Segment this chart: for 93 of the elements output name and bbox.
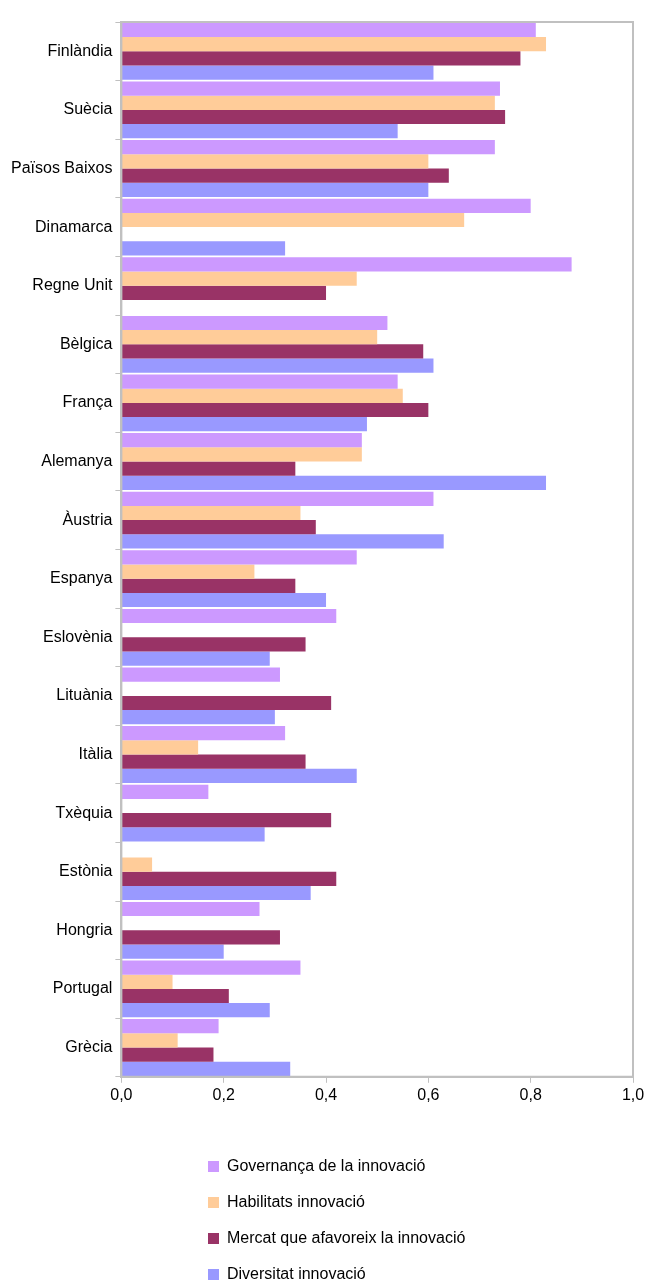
bar [121, 374, 398, 389]
bar [121, 447, 362, 462]
bar [121, 198, 531, 213]
bar [121, 140, 495, 155]
bar [121, 285, 327, 300]
y-tick-label: Itàlia [78, 744, 113, 762]
bar [121, 550, 357, 565]
bar [121, 754, 306, 769]
bar [121, 81, 500, 96]
legend-label: Governança de la innovació [227, 1157, 426, 1175]
bar [121, 871, 337, 886]
legend-label: Diversitat innovació [227, 1265, 366, 1283]
bar [121, 857, 153, 872]
bar [121, 1019, 219, 1034]
y-tick-label: França [62, 393, 113, 411]
bar [121, 930, 280, 945]
bar [121, 974, 173, 989]
bar [121, 1003, 270, 1018]
y-tick-label: Eslovènia [43, 627, 113, 645]
bar [121, 257, 572, 272]
y-tick-label: Alemanya [41, 451, 113, 469]
bar [121, 109, 506, 125]
bar [121, 784, 209, 799]
y-tick-label: Bèlgica [59, 334, 113, 352]
bar [121, 491, 434, 506]
bar [121, 1033, 178, 1048]
bar [121, 768, 357, 783]
y-tick-label: Finlàndia [47, 41, 113, 59]
legend-label: Mercat que afavoreix la innovació [227, 1229, 466, 1247]
bar [121, 65, 434, 80]
bar [121, 944, 224, 959]
bar [121, 740, 199, 755]
bar [121, 433, 362, 448]
bar [121, 461, 296, 476]
bar [121, 520, 316, 535]
x-tick-label: 0,0 [110, 1085, 133, 1103]
y-tick-label: Regne Unit [32, 276, 113, 294]
bar [121, 651, 270, 666]
bar [121, 901, 260, 917]
bar [121, 212, 465, 228]
bar [121, 960, 301, 975]
x-tick-label: 0,6 [417, 1085, 440, 1103]
x-tick-label: 0,2 [212, 1085, 235, 1103]
y-tick-label: Lituània [56, 686, 113, 704]
y-tick-label: Espanya [50, 569, 113, 587]
bar [121, 813, 332, 828]
bar [121, 417, 367, 432]
bar [121, 37, 547, 52]
bar [121, 1061, 291, 1076]
bar [121, 344, 424, 359]
bar [121, 564, 255, 579]
bar [121, 885, 311, 901]
bar [121, 988, 229, 1004]
bar [121, 22, 536, 38]
bar [121, 124, 398, 139]
bar [121, 505, 301, 521]
y-tick-label: Hongria [56, 920, 113, 938]
bar [121, 402, 429, 418]
y-tick-label: Portugal [52, 979, 113, 997]
y-tick-label: Dinamarca [35, 217, 113, 235]
bar [121, 95, 495, 110]
y-tick-label: Suècia [63, 100, 113, 118]
bar [121, 154, 429, 169]
bar [121, 637, 306, 652]
bar [121, 578, 296, 593]
bar [121, 51, 521, 66]
bar [121, 726, 286, 741]
bar [121, 534, 444, 549]
bar [121, 182, 429, 197]
bar [121, 592, 327, 608]
legend-label: Habilitats innovació [227, 1193, 365, 1211]
y-tick-label: Grècia [65, 1037, 113, 1055]
bar [121, 475, 547, 490]
bar [121, 1047, 214, 1062]
bar [121, 241, 286, 256]
bar [121, 827, 265, 842]
bar [121, 608, 337, 624]
bar [121, 388, 403, 403]
y-tick-label: Països Baixos [10, 158, 113, 176]
x-tick-label: 0,8 [519, 1085, 542, 1103]
bar [121, 358, 434, 373]
x-tick-label: 0,4 [314, 1085, 338, 1103]
bar [121, 695, 332, 711]
bar [121, 168, 449, 183]
bar [121, 315, 388, 331]
bar [121, 330, 378, 345]
bar [121, 710, 275, 725]
bar [121, 667, 280, 682]
bar [121, 271, 357, 286]
y-tick-label: Estònia [59, 862, 113, 880]
y-tick-label: Àustria [62, 509, 113, 528]
x-tick-label: 1,0 [621, 1085, 645, 1103]
y-tick-label: Txèquia [55, 803, 113, 821]
